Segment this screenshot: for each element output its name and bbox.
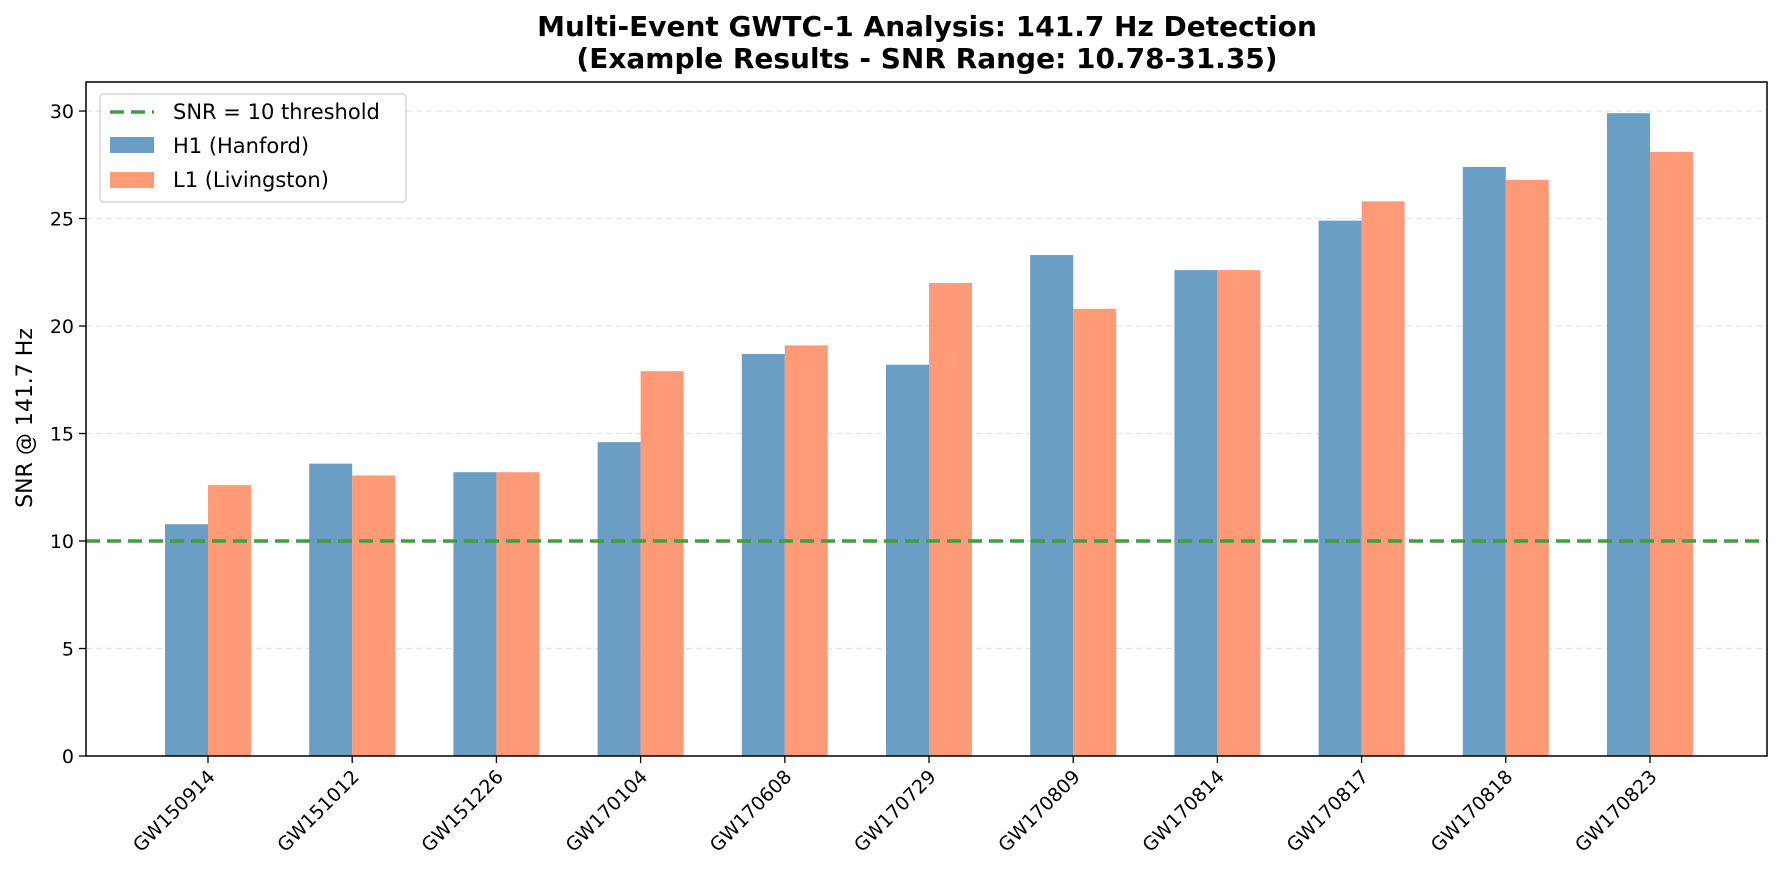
bar-h1-gw170814 <box>1174 270 1218 756</box>
legend: SNR = 10 threshold H1 (Hanford) L1 (Living… <box>99 93 407 203</box>
bar-h1-gw170818 <box>1462 166 1506 756</box>
x-tick-label: GW170608 <box>706 766 797 857</box>
chart-subtitle: (Example Results - SNR Range: 10.78-31.3… <box>576 42 1277 75</box>
x-tick-label: GW170818 <box>1427 766 1518 857</box>
plot-frame <box>85 81 1768 757</box>
chart-title: Multi-Event GWTC-1 Analysis: 141.7 Hz De… <box>537 10 1317 43</box>
bar-h1-gw170809 <box>1030 255 1074 756</box>
bar-l1-gw151226 <box>496 472 540 756</box>
ticks-layer: 0 5 10 15 20 25 30 GW150914 GW151012 GW151226 GW17… <box>50 101 1662 856</box>
bar-l1-gw170104 <box>640 371 684 756</box>
bar-h1-gw170608 <box>741 353 785 756</box>
x-tick-label: GW170823 <box>1571 766 1662 857</box>
bar-h1-gw150914 <box>165 524 208 756</box>
bar-l1-gw170823 <box>1650 151 1693 756</box>
x-tick-label: GW170814 <box>1138 766 1229 857</box>
bar-h1-gw170823 <box>1607 113 1650 757</box>
bar-l1-gw170818 <box>1505 179 1549 757</box>
y-tick-label: 20 <box>50 316 74 338</box>
x-tick-label: GW170729 <box>850 766 941 857</box>
bar-h1-gw151226 <box>453 472 497 756</box>
bar-h1-gw170817 <box>1318 220 1362 756</box>
bars-layer <box>165 113 1693 757</box>
y-tick-label: 25 <box>50 209 74 231</box>
bar-h1-gw170104 <box>597 442 641 756</box>
bar-l1-gw151012 <box>352 475 396 756</box>
bar-l1-gw150914 <box>208 485 251 756</box>
x-tick-label: GW170809 <box>994 766 1085 857</box>
bar-l1-gw170608 <box>784 345 828 756</box>
legend-label-threshold: SNR = 10 threshold <box>173 100 380 124</box>
bar-l1-gw170809 <box>1073 308 1117 756</box>
y-tick-label: 10 <box>50 531 74 553</box>
x-tick-label: GW150914 <box>129 766 220 857</box>
x-tick-label: GW170817 <box>1283 766 1374 857</box>
y-tick-label: 5 <box>62 639 74 661</box>
bar-h1-gw170729 <box>886 364 929 756</box>
x-tick-label: GW151012 <box>273 766 364 857</box>
x-tick-label: GW170104 <box>562 766 653 857</box>
legend-swatch-h1 <box>110 137 154 153</box>
y-tick-label: 15 <box>50 424 74 446</box>
legend-box <box>99 93 407 203</box>
legend-label-h1: H1 (Hanford) <box>173 134 309 158</box>
bar-l1-gw170817 <box>1361 201 1405 757</box>
legend-label-l1: L1 (Livingston) <box>173 168 329 192</box>
bar-l1-gw170814 <box>1217 270 1261 756</box>
bar-h1-gw151012 <box>309 463 353 756</box>
legend-swatch-l1 <box>110 172 154 188</box>
y-axis-label: SNR @ 141.7 Hz <box>13 328 38 508</box>
x-tick-label: GW151226 <box>417 766 508 857</box>
bar-l1-gw170729 <box>929 283 972 756</box>
y-tick-label: 30 <box>50 101 74 123</box>
y-tick-label: 0 <box>62 746 74 768</box>
